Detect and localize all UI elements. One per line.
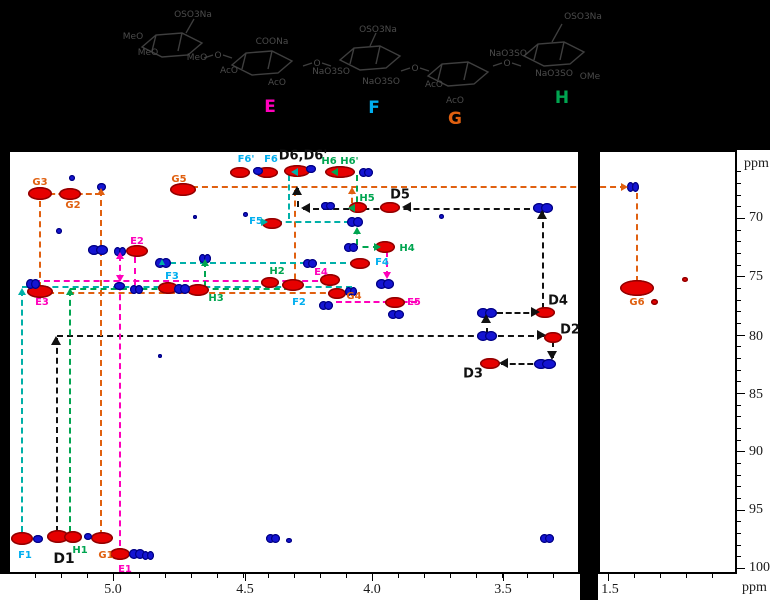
substituent-label: MeO — [123, 32, 143, 42]
substituent-label: OMe — [580, 72, 601, 82]
substituent-label: AcO — [220, 66, 238, 76]
substituent-label: NaO3SO — [312, 67, 350, 77]
substituent-label: MeO — [138, 48, 158, 58]
substituent-label: COONa — [256, 37, 289, 47]
glycosidic-oxygen: O — [503, 59, 510, 69]
substituent-label: OSO3Na — [359, 25, 397, 35]
residue-letter: F — [368, 98, 380, 118]
panel-separator — [580, 148, 598, 600]
methyl-region-panel — [598, 150, 737, 574]
substituent-label: NaO3SO — [535, 69, 573, 79]
substituent-label: NaO3SO — [489, 49, 527, 59]
glycosidic-oxygen: O — [313, 59, 320, 69]
substituent-label: OSO3Na — [564, 12, 602, 22]
substituent-label: NaO3SO — [362, 77, 400, 87]
substituent-label: AcO — [268, 78, 286, 88]
glycosidic-oxygen: O — [411, 64, 418, 74]
residue-letter: H — [555, 88, 569, 108]
main-spectrum-panel — [8, 150, 580, 574]
substituent-label: OSO3Na — [174, 10, 212, 20]
glycosidic-oxygen: O — [214, 51, 221, 61]
sugar-ring — [230, 50, 294, 76]
right-axis-strip — [737, 150, 770, 574]
residue-letter: G — [448, 109, 462, 129]
residue-letter: E — [264, 97, 276, 117]
bottom-axis-strip — [0, 574, 770, 600]
sugar-ring — [426, 61, 490, 87]
sugar-ring — [522, 41, 586, 67]
substituent-label: AcO — [425, 80, 443, 90]
sugar-ring — [338, 45, 402, 71]
sugar-ring — [140, 32, 204, 58]
substituent-label: MeO — [187, 53, 207, 63]
substituent-label: AcO — [446, 96, 464, 106]
